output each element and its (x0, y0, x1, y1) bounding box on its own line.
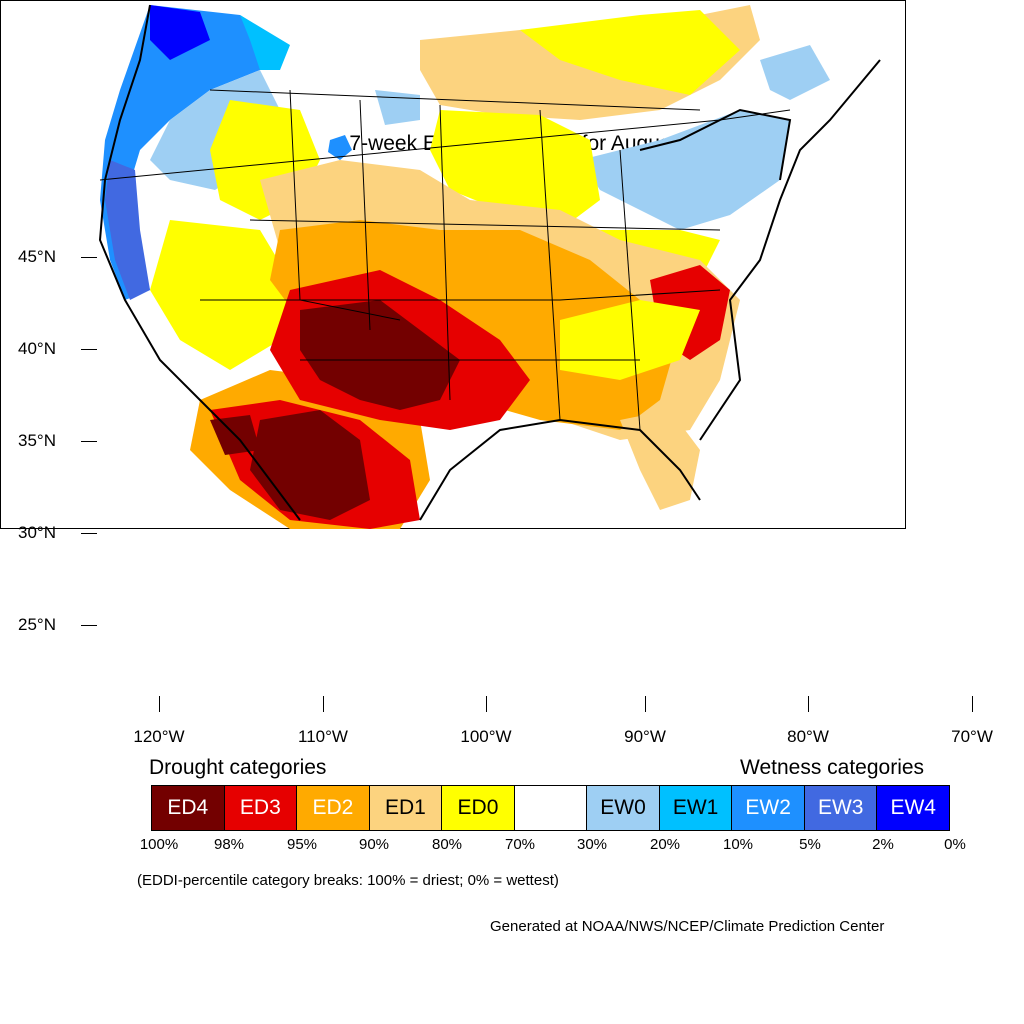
legend-colorbar: ED4 ED3 ED2 ED1 ED0 EW0 EW1 EW2 EW3 EW4 (151, 785, 950, 831)
legend-box-ed0: ED0 (442, 786, 515, 830)
region-ed1-florida (620, 410, 700, 510)
legend-box-ew4: EW4 (877, 786, 950, 830)
lat-tick (81, 257, 97, 258)
lon-tick (808, 696, 809, 712)
lat-tick (81, 349, 97, 350)
drought-heading: Drought categories (149, 756, 327, 779)
region-ew3-oregon-coast (105, 160, 150, 300)
lat-tick (81, 533, 97, 534)
region-ew0-quebec (760, 45, 830, 100)
legend-box-ew0: EW0 (587, 786, 660, 830)
lat-tick (81, 625, 97, 626)
lat-label-30: 30°N (18, 523, 56, 542)
legend-box-ed1: ED1 (369, 786, 443, 830)
pct-label: 100% (139, 836, 179, 853)
lon-tick (645, 696, 646, 712)
eddi-map (98, 4, 881, 529)
lon-label-120: 120°W (133, 727, 185, 746)
category-note: (EDDI-percentile category breaks: 100% =… (137, 872, 559, 889)
lat-label-40: 40°N (18, 339, 56, 358)
pct-label: 98% (213, 836, 245, 853)
legend-box-ed4: ED4 (152, 786, 225, 830)
pct-label: 70% (504, 836, 536, 853)
lon-label-90: 90°W (624, 727, 666, 746)
legend-box-ew1: EW1 (659, 786, 733, 830)
region-ew2-pacific-northwest (100, 5, 280, 300)
pct-label: 10% (722, 836, 754, 853)
region-ed0-midwest (430, 110, 600, 230)
region-ed0-canada-north (520, 10, 740, 95)
pct-label: 90% (358, 836, 390, 853)
legend-box-ew2: EW2 (732, 786, 805, 830)
region-ed4-texas-oklahoma (300, 300, 460, 410)
region-ew4-washington (150, 5, 210, 60)
coastlines (98, 4, 881, 521)
lat-label-45: 45°N (18, 247, 56, 266)
lat-label-35: 35°N (18, 431, 56, 450)
legend-box-neutral (514, 786, 588, 830)
legend-box-ew3: EW3 (804, 786, 878, 830)
lat-tick (81, 441, 97, 442)
region-ew0-great-lakes (580, 110, 790, 230)
lon-label-100: 100°W (460, 727, 512, 746)
pct-label: 80% (431, 836, 463, 853)
legend-box-ed2: ED2 (297, 786, 370, 830)
region-ed0-great-basin (150, 220, 290, 370)
lon-tick (323, 696, 324, 712)
pct-label: 2% (872, 836, 894, 853)
pct-label: 30% (576, 836, 608, 853)
map-panel[interactable] (0, 0, 906, 529)
lon-tick (972, 696, 973, 712)
lat-label-25: 25°N (18, 615, 56, 634)
lon-label-70: 70°W (951, 727, 993, 746)
region-ew1-canada-west (240, 15, 290, 70)
region-ew0-dakota (375, 90, 420, 125)
region-ew1-dakota-spot (328, 135, 352, 160)
lon-tick (159, 696, 160, 712)
pct-label: 5% (799, 836, 821, 853)
lon-label-110: 110°W (298, 727, 348, 746)
credit-line: Generated at NOAA/NWS/NCEP/Climate Predi… (490, 918, 885, 935)
lon-tick (486, 696, 487, 712)
lon-label-80: 80°W (787, 727, 829, 746)
legend-box-ed3: ED3 (224, 786, 298, 830)
wetness-heading: Wetness categories (740, 756, 925, 779)
pct-label: 20% (649, 836, 681, 853)
pct-label: 0% (944, 836, 966, 853)
pct-label: 95% (286, 836, 318, 853)
